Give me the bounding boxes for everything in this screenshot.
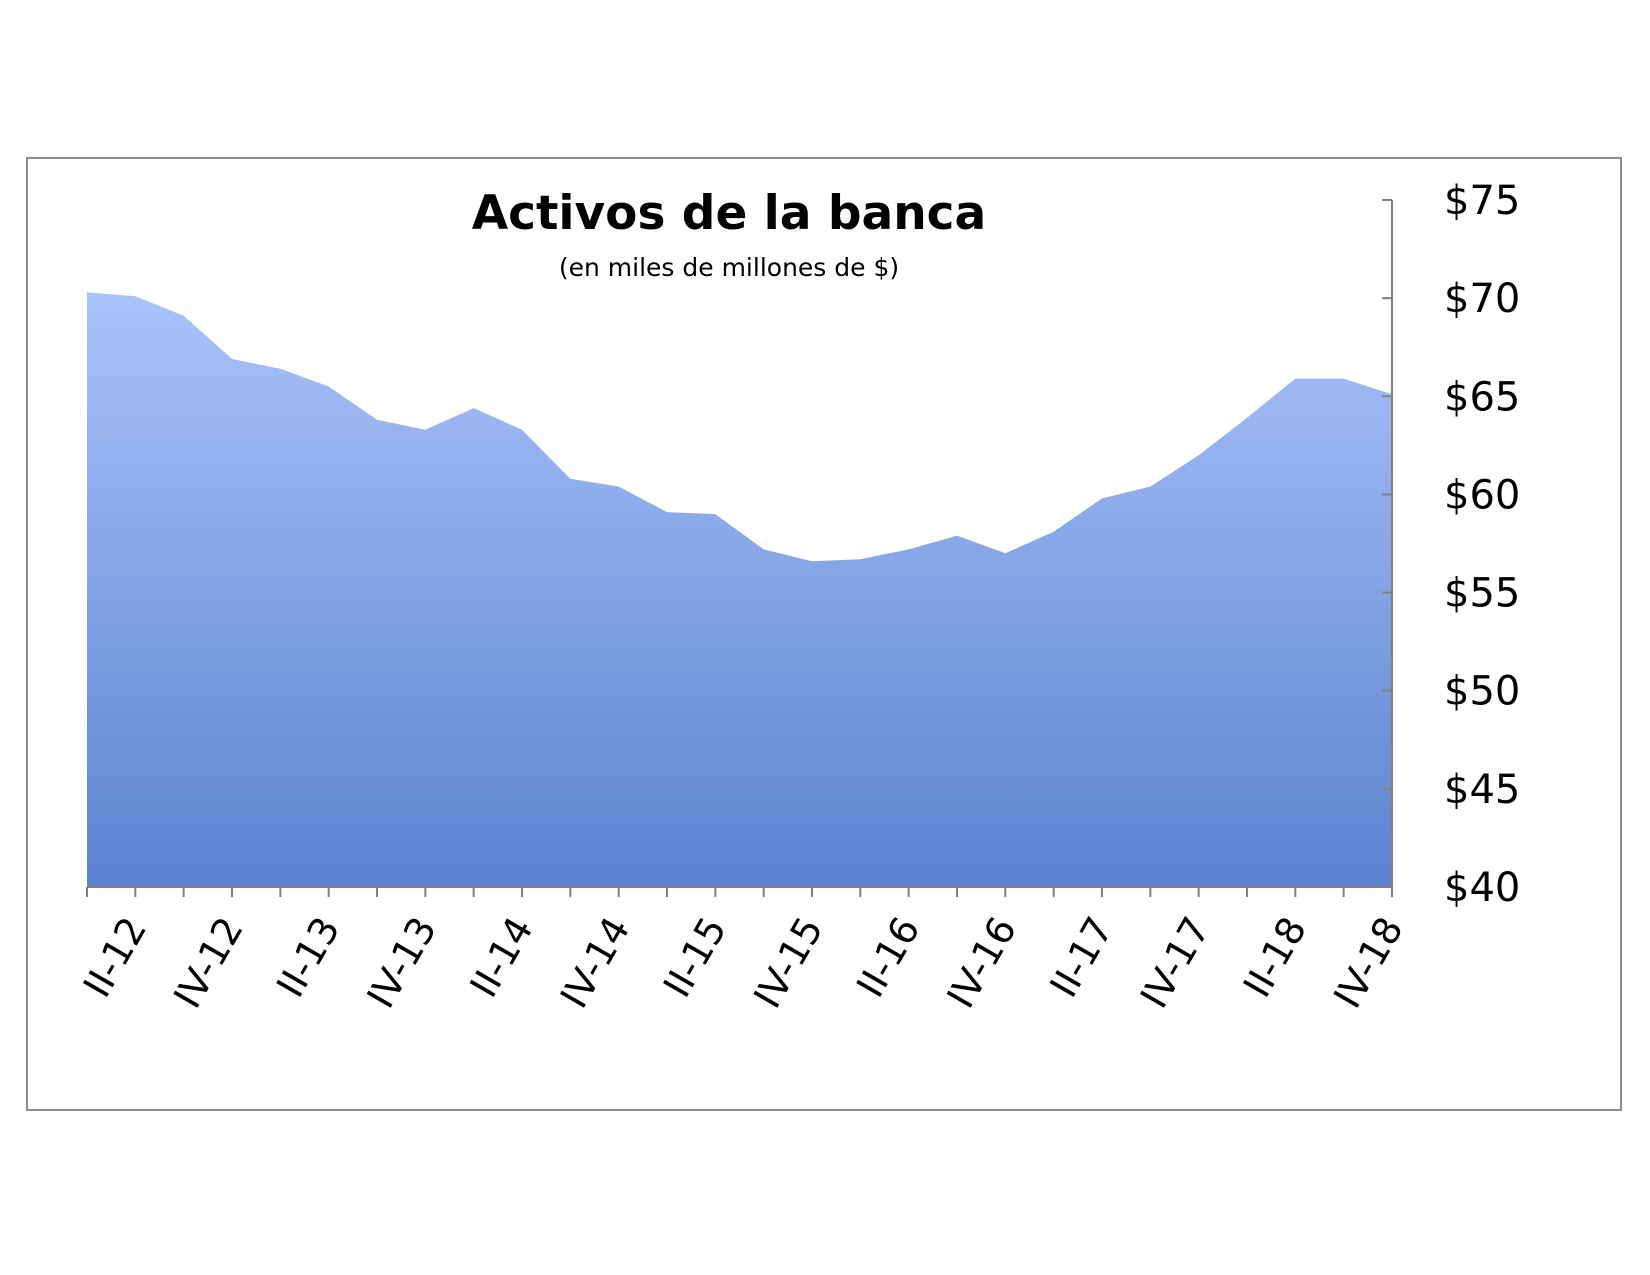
x-tick-label: IV-14 (552, 910, 639, 1016)
y-tick-label: $50 (1444, 669, 1520, 715)
x-tick-label: IV-17 (1132, 910, 1219, 1016)
area-chart: Activos de la banca (en miles de millone… (75, 178, 1521, 1016)
y-tick-label: $70 (1444, 276, 1520, 322)
y-tick-label: $75 (1444, 178, 1520, 224)
x-tick-label: II-14 (461, 910, 541, 1005)
chart-subtitle: (en miles de millones de $) (559, 253, 899, 282)
x-tick-label: IV-15 (745, 910, 832, 1016)
x-tick-label: IV-12 (165, 910, 252, 1016)
x-tick-label: IV-18 (1325, 910, 1412, 1016)
x-tick-label: II-13 (268, 910, 348, 1005)
y-tick-label: $40 (1444, 865, 1520, 911)
x-tick-label: II-17 (1041, 910, 1121, 1005)
x-tick-label: II-15 (655, 910, 735, 1005)
y-tick-label: $65 (1444, 374, 1520, 420)
chart-frame: Activos de la banca (en miles de millone… (26, 157, 1622, 1111)
y-tick-label: $60 (1444, 472, 1520, 518)
x-tick-label: II-16 (848, 910, 928, 1005)
x-tick-label: II-12 (75, 910, 155, 1005)
chart-title: Activos de la banca (472, 186, 987, 241)
y-tick-label: $55 (1444, 571, 1520, 617)
area-series (87, 292, 1392, 887)
x-tick-label: IV-16 (938, 909, 1025, 1015)
y-tick-label: $45 (1444, 767, 1520, 813)
x-tick-label: IV-13 (358, 910, 445, 1016)
x-tick-label: II-18 (1235, 910, 1315, 1005)
